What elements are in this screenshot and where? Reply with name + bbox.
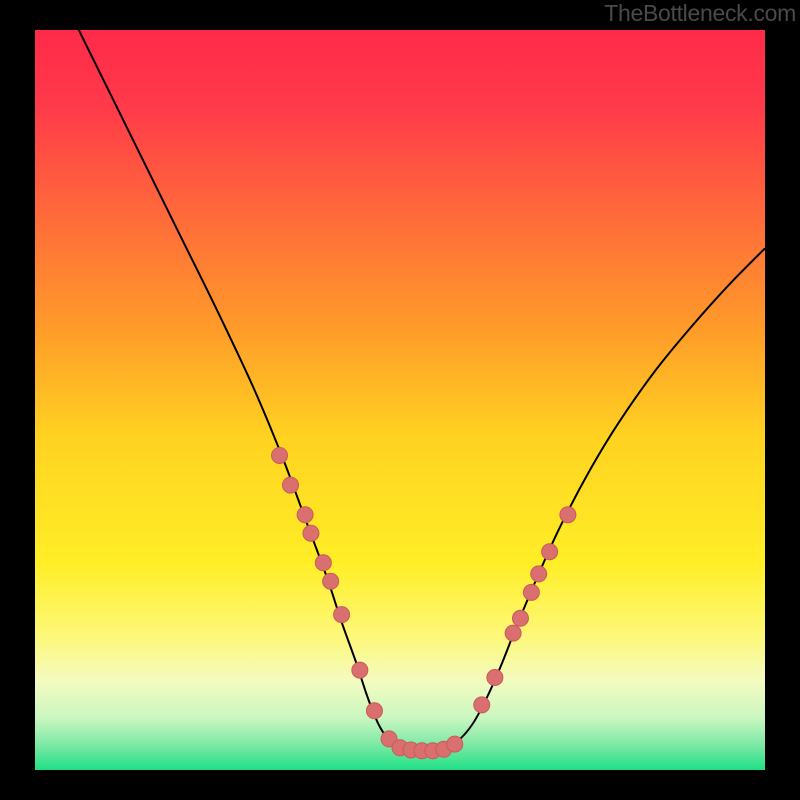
data-marker — [272, 448, 288, 464]
data-marker — [315, 555, 331, 571]
data-marker — [323, 573, 339, 589]
data-marker — [283, 477, 299, 493]
data-marker — [334, 607, 350, 623]
watermark-text: TheBottleneck.com — [604, 0, 796, 27]
data-marker — [366, 703, 382, 719]
data-marker — [531, 566, 547, 582]
chart-svg — [0, 0, 800, 800]
data-marker — [303, 525, 319, 541]
chart-root: TheBottleneck.com — [0, 0, 800, 800]
data-marker — [560, 507, 576, 523]
data-marker — [474, 697, 490, 713]
data-marker — [542, 544, 558, 560]
data-marker — [352, 662, 368, 678]
data-marker — [487, 670, 503, 686]
data-marker — [523, 584, 539, 600]
data-marker — [297, 507, 313, 523]
data-marker — [447, 736, 463, 752]
data-marker — [505, 625, 521, 641]
plot-background — [35, 30, 765, 770]
data-marker — [512, 610, 528, 626]
